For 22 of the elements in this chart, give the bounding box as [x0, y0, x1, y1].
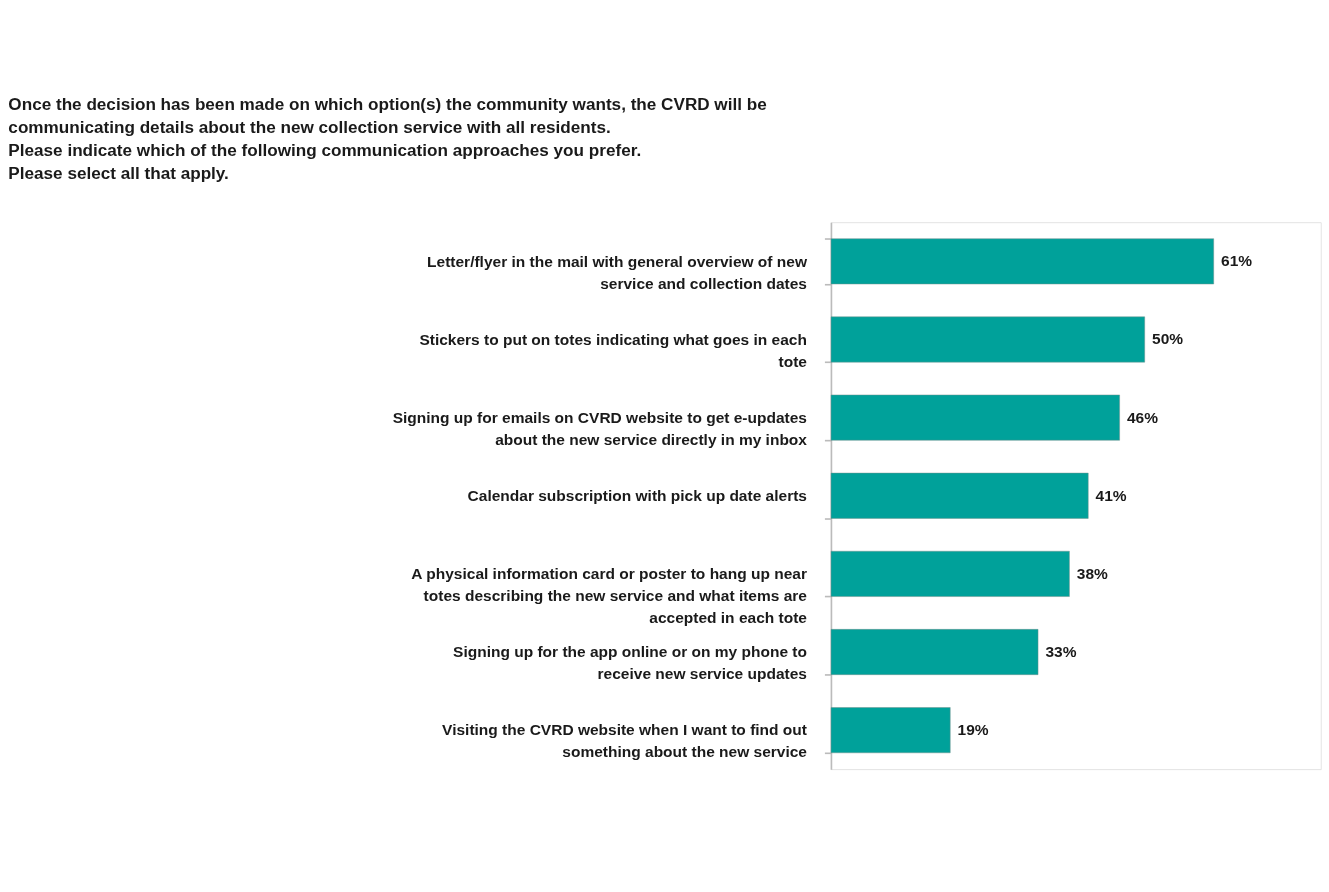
bar	[830, 550, 1070, 597]
data-label: 19%	[957, 721, 989, 739]
data-label: 46%	[1126, 408, 1159, 426]
bar	[830, 629, 1039, 675]
data-label: 61%	[1221, 252, 1253, 270]
y-tick-label: Calendar subscription with pick up date alerts	[467, 487, 807, 505]
y-tick-label: Stickers to put on totes indicating what goes in each tote	[419, 330, 808, 370]
data-label: 38%	[1076, 564, 1108, 582]
y-tick-label: Visiting the CVRD website when I want to find out something about the new service	[442, 721, 808, 761]
y-tick-label: A physical information card or poster to hang up near totes describing the new service and what items are accepted in each tote	[411, 565, 808, 627]
y-tick-label: Signing up for the app online or on my phone to receive new service updates	[453, 643, 807, 683]
data-label: 33%	[1045, 642, 1077, 660]
bar	[830, 238, 1214, 285]
bar	[830, 316, 1145, 363]
data-label: 41%	[1095, 486, 1127, 504]
y-tick-label: Signing up for emails on CVRD website to get e-updates about the new service directly in my inbox	[392, 408, 808, 448]
bar	[830, 394, 1120, 441]
y-tick-label: Letter/flyer in the mail with general overview of new service and collection dates	[427, 252, 808, 292]
bar	[830, 472, 1089, 519]
bar	[830, 707, 951, 754]
data-label: 50%	[1152, 330, 1184, 348]
text: Once the decision has been made on which option(s) the community wants, the CVRD will be communicating details about the new collection service with all residents. Please indicate which of the following communication approaches you prefer. Please select all that apply.	[8, 94, 767, 184]
